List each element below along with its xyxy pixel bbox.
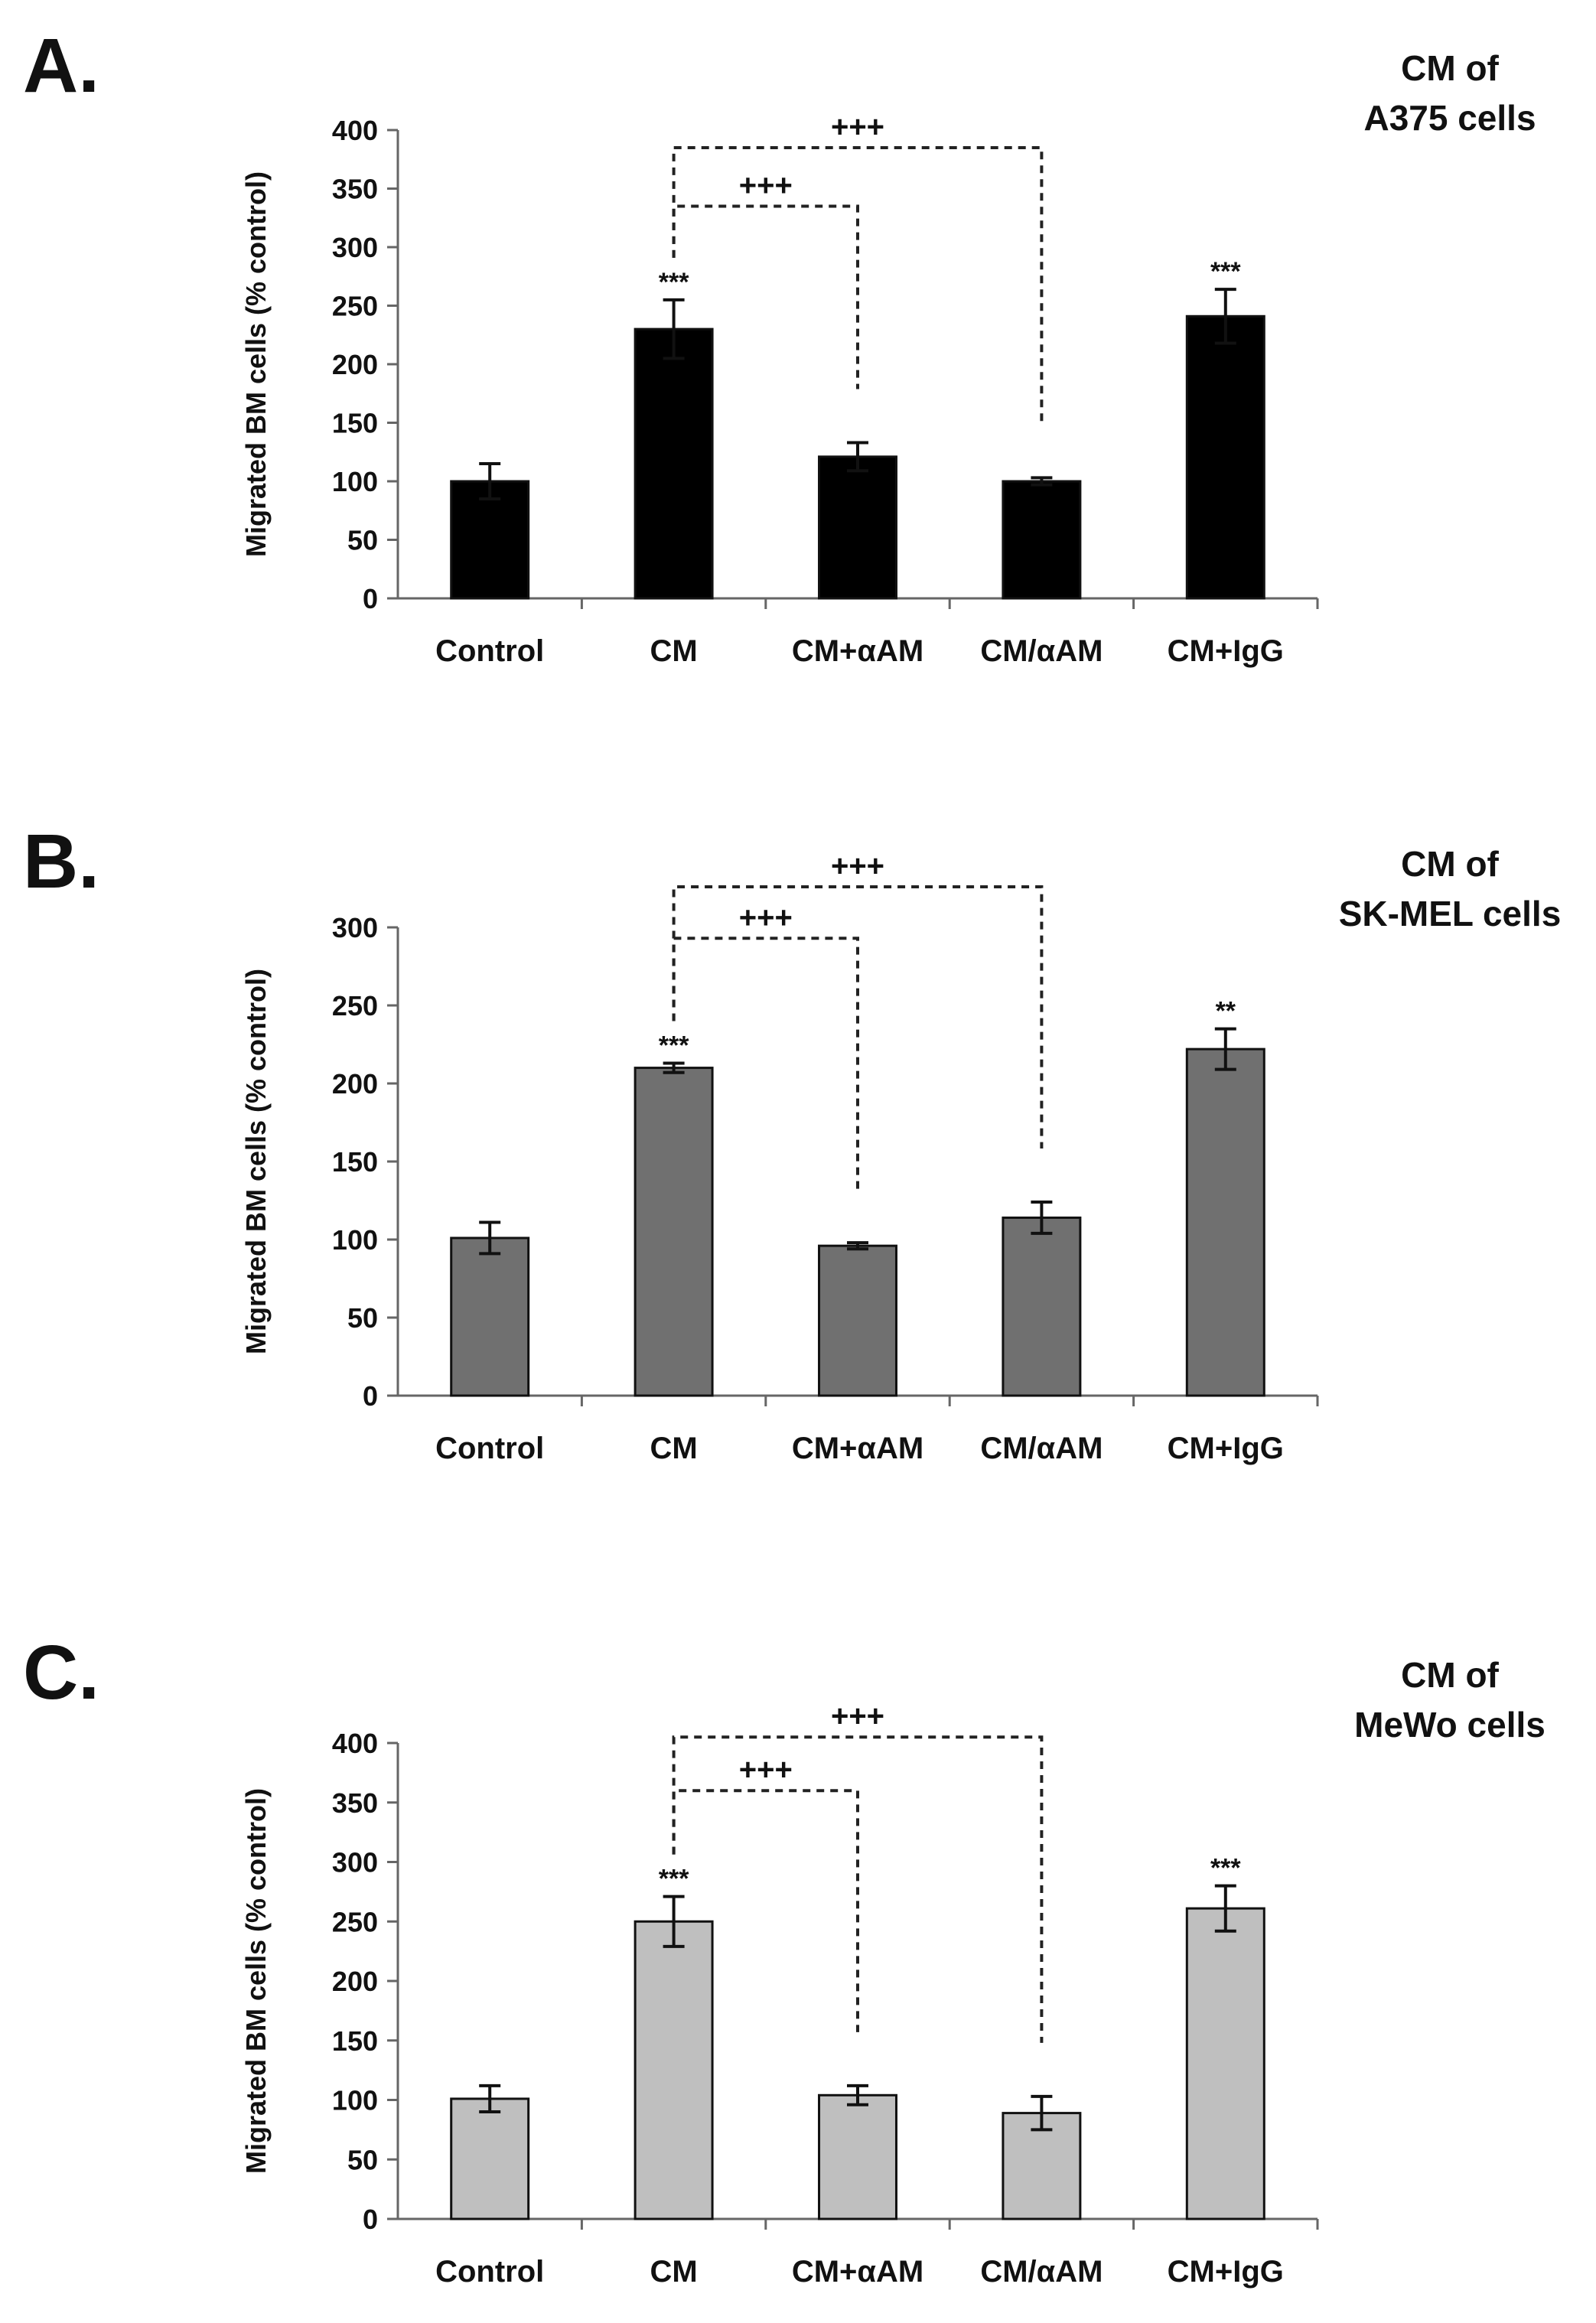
bar xyxy=(818,1244,897,1397)
y-axis-label: Migrated BM cells (% control) xyxy=(240,1788,272,2174)
y-tick-label: 400 xyxy=(332,115,378,146)
y-tick-label: 250 xyxy=(332,291,378,322)
chart-panel-c: C. CM of MeWo cells Migrated BM cells (% co… xyxy=(23,1630,1546,2289)
y-tick-label: 200 xyxy=(332,1966,378,1997)
y-tick-label: 150 xyxy=(332,1146,378,1178)
x-tick-label: Control xyxy=(435,1432,544,1465)
x-tick-label: CM+αAM xyxy=(792,1432,923,1465)
x-tick-label: CM+αAM xyxy=(792,2255,923,2289)
y-tick-label: 350 xyxy=(332,1787,378,1819)
y-tick-label: 100 xyxy=(332,2085,378,2116)
y-tick-label: 200 xyxy=(332,349,378,380)
y-axis-label: Migrated BM cells (% control) xyxy=(240,171,272,557)
bracket-label: +++ xyxy=(739,901,793,934)
comparison-bracket xyxy=(672,204,859,389)
bar xyxy=(1185,1907,1265,2220)
bracket-label: +++ xyxy=(831,1699,884,1733)
bar xyxy=(634,327,714,600)
x-tick-label: CM+IgG xyxy=(1168,634,1284,668)
comparison-bracket xyxy=(672,1789,859,2032)
bracket-label: +++ xyxy=(739,1753,793,1787)
x-tick-label: CM xyxy=(650,1432,697,1465)
comparison-bracket xyxy=(672,145,1044,425)
bracket-label: +++ xyxy=(831,110,884,144)
y-tick-label: 150 xyxy=(332,408,378,439)
cell-title-line2: SK-MEL cells xyxy=(1339,894,1562,933)
cell-title-line2: MeWo cells xyxy=(1354,1705,1546,1745)
bar xyxy=(450,2097,530,2220)
bar xyxy=(450,1236,530,1397)
bar xyxy=(818,455,897,600)
x-tick-label: CM+IgG xyxy=(1168,2255,1284,2289)
bar xyxy=(1002,1216,1082,1397)
y-tick-label: 100 xyxy=(332,1224,378,1256)
bar xyxy=(450,480,530,600)
significance-label: *** xyxy=(1210,1854,1241,1883)
bar xyxy=(634,1067,714,1397)
significance-label: *** xyxy=(659,1031,689,1060)
bar xyxy=(1185,1047,1265,1397)
significance-label: *** xyxy=(659,1865,689,1894)
comparison-bracket xyxy=(672,937,859,1190)
x-tick-label: Control xyxy=(435,2255,544,2289)
y-tick-label: 250 xyxy=(332,990,378,1021)
bar xyxy=(1185,314,1265,600)
chart-panel-a: A. CM of A375 cells Migrated BM cells (% co… xyxy=(23,23,1536,668)
x-tick-label: CM/αAM xyxy=(980,634,1103,668)
y-tick-label: 300 xyxy=(332,912,378,943)
y-tick-label: 300 xyxy=(332,232,378,263)
cell-title-line1: CM of xyxy=(1401,1655,1499,1695)
bracket-label: +++ xyxy=(831,849,884,883)
x-tick-label: CM+IgG xyxy=(1168,1432,1284,1465)
y-tick-label: 50 xyxy=(347,2144,378,2175)
x-tick-label: CM+αAM xyxy=(792,634,923,668)
cell-title-line1: CM of xyxy=(1401,48,1499,88)
y-tick-label: 350 xyxy=(332,174,378,205)
panel-label: A. xyxy=(23,23,99,109)
bar xyxy=(634,1920,714,2220)
panel-label: C. xyxy=(23,1630,99,1715)
y-tick-label: 50 xyxy=(347,525,378,556)
y-tick-label: 0 xyxy=(363,2204,378,2235)
y-tick-label: 300 xyxy=(332,1847,378,1878)
y-tick-label: 400 xyxy=(332,1728,378,1759)
y-tick-label: 100 xyxy=(332,466,378,497)
y-axis-label: Migrated BM cells (% control) xyxy=(240,969,272,1354)
bar xyxy=(1002,480,1082,600)
x-tick-label: CM/αAM xyxy=(980,2255,1103,2289)
significance-label: *** xyxy=(1210,257,1241,286)
x-tick-label: CM xyxy=(650,2255,697,2289)
cell-title-line2: A375 cells xyxy=(1363,98,1536,138)
x-tick-label: CM xyxy=(650,634,697,668)
y-tick-label: 200 xyxy=(332,1068,378,1100)
y-tick-label: 150 xyxy=(332,2025,378,2057)
y-tick-label: 50 xyxy=(347,1302,378,1334)
bracket-label: +++ xyxy=(739,168,793,202)
significance-label: *** xyxy=(659,268,689,297)
cell-title-line1: CM of xyxy=(1401,844,1499,884)
comparison-bracket xyxy=(672,885,1044,1149)
y-tick-label: 0 xyxy=(363,583,378,614)
y-tick-label: 0 xyxy=(363,1380,378,1412)
x-tick-label: Control xyxy=(435,634,544,668)
chart-panel-b: B. CM of SK-MEL cells Migrated BM cells (% … xyxy=(23,819,1561,1465)
panel-label: B. xyxy=(23,819,99,904)
x-tick-label: CM/αAM xyxy=(980,1432,1103,1465)
significance-label: ** xyxy=(1216,997,1236,1026)
y-tick-label: 250 xyxy=(332,1906,378,1937)
bar xyxy=(818,2093,897,2220)
